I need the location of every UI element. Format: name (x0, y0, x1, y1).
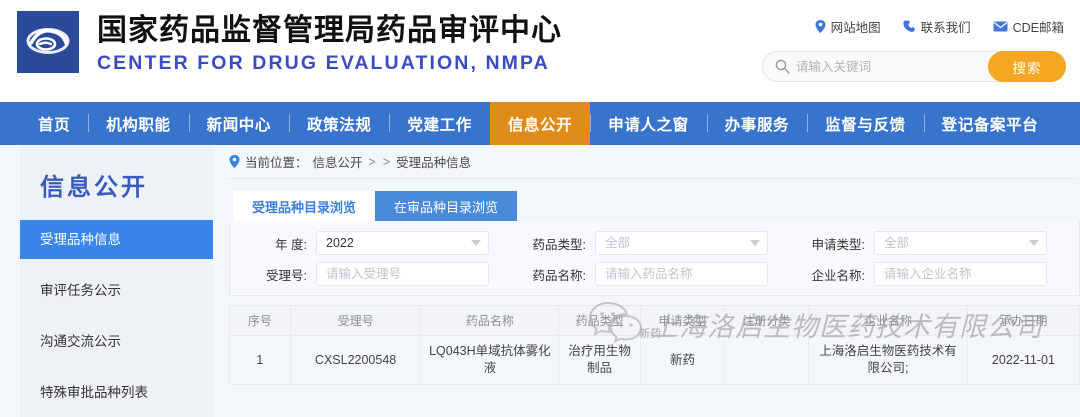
content-tabs: 受理品种目录浏览 在审品种目录浏览 (229, 191, 1080, 221)
cell-reg-class (724, 335, 810, 385)
main-nav: 首页 机构职能 新闻中心 政策法规 党建工作 信息公开 申请人之窗 办事服务 监… (0, 102, 1080, 145)
results-table: 序号 受理号 药品名称 药品类型 申请类型 注册分类 企业名称 承办日期 1 C… (229, 305, 1080, 385)
col-date: 承办日期 (966, 305, 1080, 336)
breadcrumb-link-info-disclosure[interactable]: 信息公开 (312, 156, 363, 170)
nav-item-party[interactable]: 党建工作 (389, 102, 489, 145)
top-links: 网站地图 联系我们 CDE邮箱 (750, 0, 1080, 36)
label-apply-type: 申请类型: (811, 237, 865, 252)
col-reg-class: 注册分类 (724, 305, 810, 336)
cell-drug-name: LQ043H单域抗体雾化液 (420, 335, 560, 385)
page-body: 信息公开 受理品种信息 审评任务公示 沟通交流公示 特殊审批品种列表 优先审评公… (0, 145, 1080, 417)
drug-name-field[interactable] (595, 262, 768, 286)
year-select[interactable]: 2022 (316, 231, 489, 255)
cell-accept-no: CXSL2200548 (289, 335, 422, 385)
nav-item-news[interactable]: 新闻中心 (188, 102, 289, 145)
nav-item-home[interactable]: 首页 (38, 116, 71, 134)
cell-company: 上海洛启生物医药技术有限公司; (808, 335, 968, 385)
link-cde-mail[interactable]: CDE邮箱 (993, 17, 1064, 36)
sidebar-item-special-approval[interactable]: 特殊审批品种列表 (40, 385, 148, 400)
label-drug-type: 药品类型: (532, 237, 586, 252)
filter-row-1: 年 度: 2022 药品类型: 全部 申请类型: 全部 (238, 231, 1047, 255)
sidebar-item-accepted-varieties[interactable]: 受理品种信息 (20, 220, 213, 259)
label-year: 年 度: (275, 237, 307, 252)
accept-no-input[interactable] (316, 262, 489, 286)
map-pin-icon (815, 20, 826, 33)
sidebar-item-review-tasks[interactable]: 审评任务公示 (40, 283, 121, 298)
filter-row-2: 受理号: 药品名称: 企业名称: (238, 262, 1047, 286)
cell-date: 2022-11-01 (966, 335, 1080, 385)
cell-index: 1 (229, 335, 291, 385)
label-company: 企业名称: (811, 268, 865, 283)
filter-panel: 年 度: 2022 药品类型: 全部 申请类型: 全部 (229, 221, 1080, 296)
table-head: 序号 受理号 药品名称 药品类型 申请类型 注册分类 企业名称 承办日期 (229, 305, 1080, 336)
sidebar-item-communication[interactable]: 沟通交流公示 (40, 334, 121, 349)
apply-type-select[interactable]: 全部 (874, 231, 1047, 255)
site-title-block: 国家药品监督管理局药品审评中心 CENTER FOR DRUG EVALUATI… (97, 12, 562, 76)
col-drug-name: 药品名称 (420, 305, 560, 336)
nav-item-applicant-window[interactable]: 申请人之窗 (590, 102, 707, 145)
company-field[interactable] (874, 262, 1047, 286)
cde-fish-logo-icon (17, 11, 79, 73)
breadcrumb-current: 受理品种信息 (396, 156, 472, 170)
search-button[interactable]: 搜索 (988, 51, 1066, 82)
col-company: 企业名称 (808, 305, 968, 336)
nav-item-functions[interactable]: 机构职能 (88, 102, 188, 145)
link-contact[interactable]: 联系我们 (902, 17, 971, 36)
apply-type-select-value: 全部 (874, 231, 1047, 255)
tab-under-review-catalog[interactable]: 在审品种目录浏览 (375, 191, 518, 221)
search-bar: 搜索 (762, 51, 1066, 82)
link-cde-mail-label: CDE邮箱 (1012, 21, 1064, 35)
tab-accepted-catalog[interactable]: 受理品种目录浏览 (233, 191, 376, 221)
company-input[interactable] (874, 262, 1047, 286)
accept-no-field[interactable] (316, 262, 489, 286)
breadcrumb-prefix: 当前位置： (245, 156, 308, 170)
location-pin-icon (229, 155, 240, 168)
query-button-wrap: 查询 (1047, 244, 1080, 273)
drug-name-input[interactable] (595, 262, 768, 286)
table-header-row: 序号 受理号 药品名称 药品类型 申请类型 注册分类 企业名称 承办日期 (229, 305, 1080, 336)
cell-drug-type: 治疗用生物制品 (558, 335, 641, 385)
sidebar: 信息公开 受理品种信息 审评任务公示 沟通交流公示 特殊审批品种列表 优先审评公… (20, 145, 213, 417)
filter-fields: 年 度: 2022 药品类型: 全部 申请类型: 全部 (238, 231, 1047, 286)
year-select-value: 2022 (316, 231, 489, 255)
drug-type-select[interactable]: 全部 (595, 231, 768, 255)
header-right: 网站地图 联系我们 CDE邮箱 搜索 (750, 0, 1080, 82)
phone-icon (902, 20, 916, 33)
col-drug-type: 药品类型 (558, 305, 641, 336)
nav-item-supervision[interactable]: 监督与反馈 (807, 102, 924, 145)
label-drug-name: 药品名称: (532, 268, 586, 283)
col-apply-type: 申请类型 (639, 305, 726, 336)
sidebar-title: 信息公开 (40, 174, 148, 201)
results-table-wrap: 序号 受理号 药品名称 药品类型 申请类型 注册分类 企业名称 承办日期 1 C… (229, 301, 1080, 385)
col-accept-no: 受理号 (289, 305, 422, 336)
table-body: 1 CXSL2200548 LQ043H单域抗体雾化液 治疗用生物制品 新药 上… (229, 335, 1080, 385)
site-header: 国家药品监督管理局药品审评中心 CENTER FOR DRUG EVALUATI… (0, 0, 1080, 102)
label-accept-no: 受理号: (266, 268, 307, 283)
nav-item-services[interactable]: 办事服务 (706, 102, 807, 145)
table-row[interactable]: 1 CXSL2200548 LQ043H单域抗体雾化液 治疗用生物制品 新药 上… (229, 335, 1080, 385)
cell-apply-type: 新药 (639, 335, 726, 385)
breadcrumb-separator-2: > (382, 154, 391, 169)
link-sitemap[interactable]: 网站地图 (815, 17, 881, 36)
nav-item-registration-platform[interactable]: 登记备案平台 (923, 102, 1057, 145)
link-sitemap-label: 网站地图 (830, 21, 881, 35)
col-index: 序号 (229, 305, 291, 336)
site-title-cn: 国家药品监督管理局药品审评中心 (97, 14, 562, 47)
main-content: 当前位置： 信息公开 > > 受理品种信息 受理品种目录浏览 在审品种目录浏览 … (213, 145, 1080, 417)
nav-item-info-disclosure[interactable]: 信息公开 (489, 102, 591, 145)
breadcrumb-separator-1: > (368, 154, 376, 169)
link-contact-label: 联系我们 (920, 21, 971, 35)
site-title-en: CENTER FOR DRUG EVALUATION, NMPA (97, 52, 550, 74)
nav-item-policy[interactable]: 政策法规 (289, 102, 389, 145)
mail-icon (993, 21, 1008, 32)
breadcrumb: 当前位置： 信息公开 > > 受理品种信息 (229, 145, 1076, 179)
drug-type-select-value: 全部 (595, 231, 768, 255)
